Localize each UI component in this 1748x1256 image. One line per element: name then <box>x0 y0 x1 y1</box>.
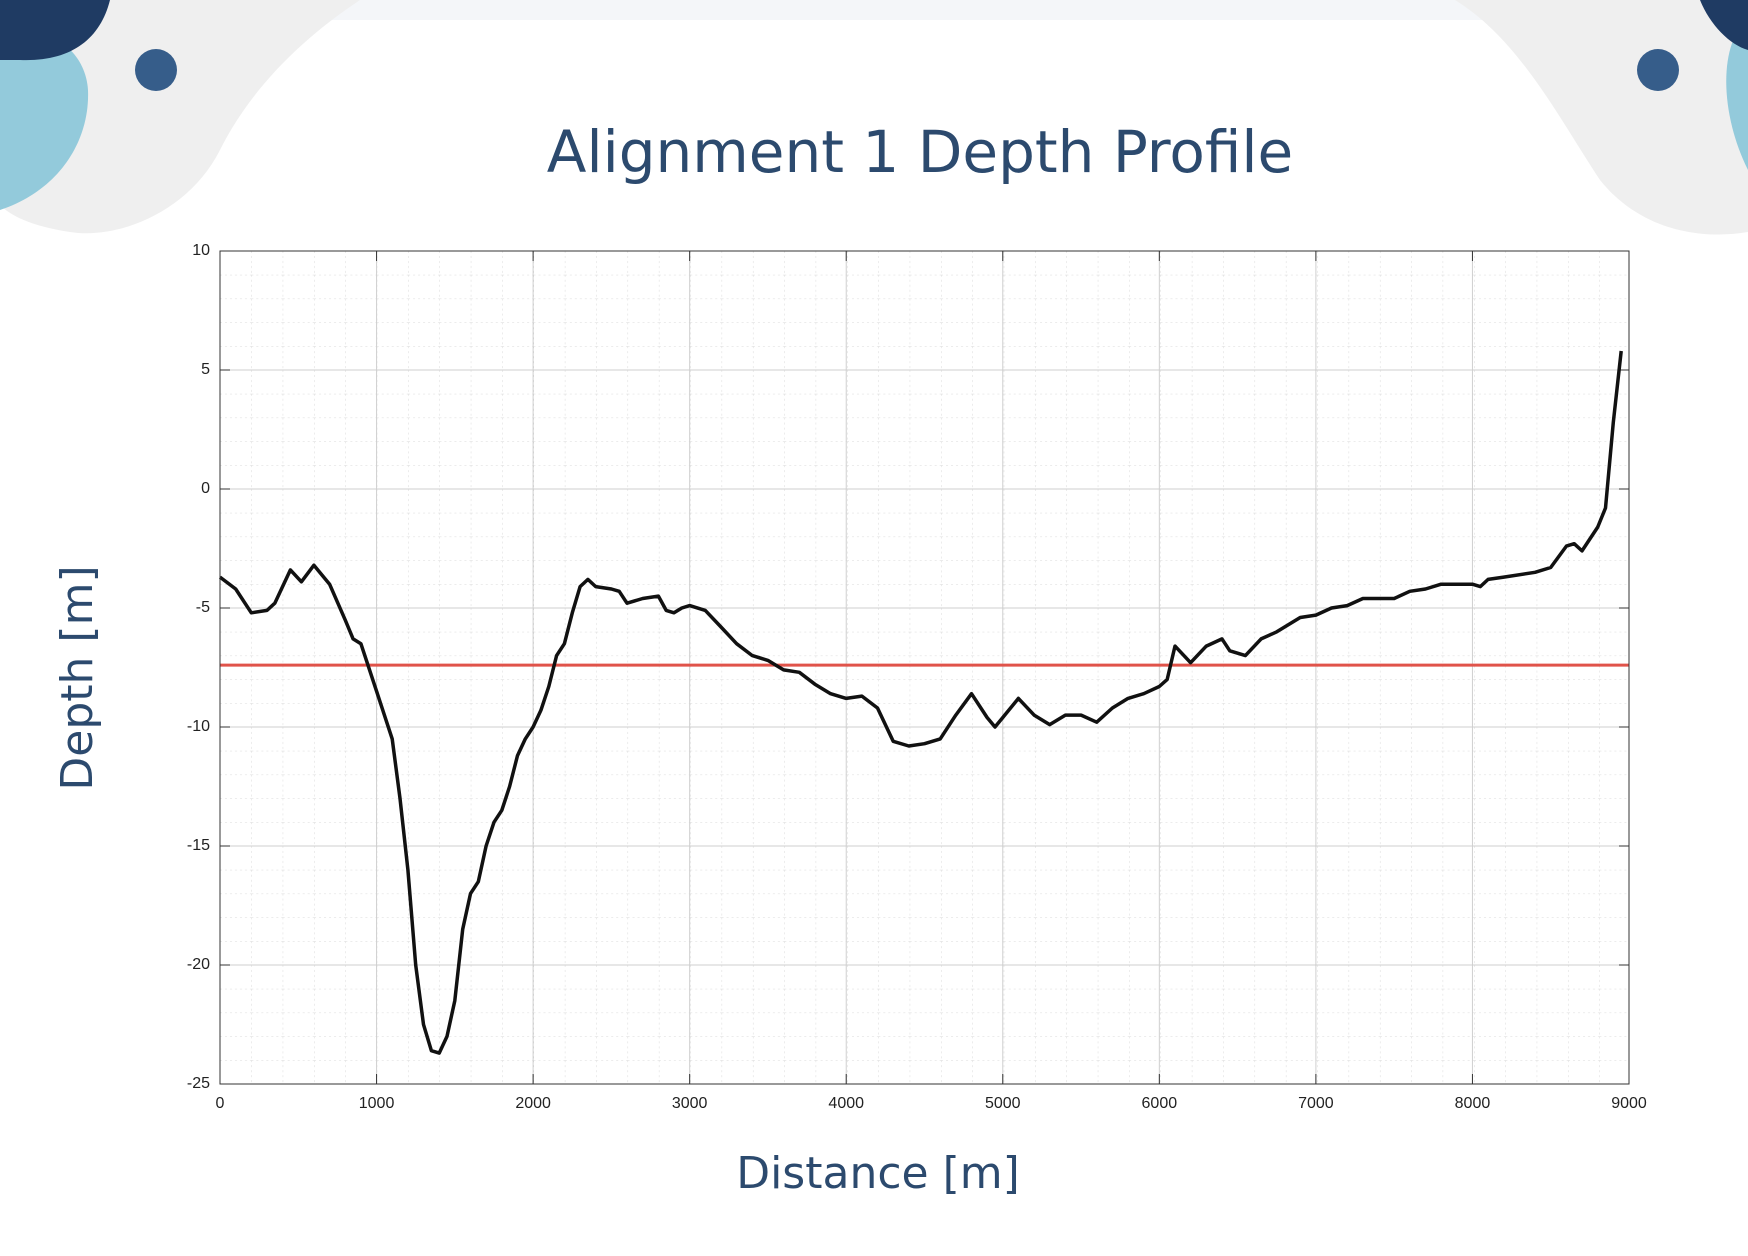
plot-frame <box>219 250 1630 1085</box>
y-tick-label: 0 <box>201 480 210 497</box>
corner-blob <box>1455 0 1748 235</box>
y-tick-label: -25 <box>187 1075 210 1092</box>
top-band <box>300 0 1512 20</box>
y-tick-label: 10 <box>192 242 210 259</box>
x-tick-label: 2000 <box>515 1095 551 1112</box>
corner-blob <box>0 0 360 234</box>
chart-title: Alignment 1 Depth Profile <box>547 118 1293 186</box>
y-axis-label: Depth [m] <box>52 565 103 790</box>
minor-grid <box>220 251 1629 1084</box>
x-tick-label: 8000 <box>1455 1095 1491 1112</box>
x-axis-label: Distance [m] <box>736 1148 1020 1199</box>
x-tick-label: 1000 <box>359 1095 395 1112</box>
dot <box>1637 49 1679 91</box>
x-tick-label: 0 <box>216 1095 225 1112</box>
x-tick-label: 3000 <box>672 1095 708 1112</box>
y-tick-label: -10 <box>187 718 210 735</box>
y-tick-label: 5 <box>201 361 210 378</box>
x-tick-label: 5000 <box>985 1095 1021 1112</box>
corner-blob <box>0 33 89 210</box>
x-tick-label: 7000 <box>1298 1095 1334 1112</box>
y-tick-label: -5 <box>196 599 210 616</box>
x-tick-label: 6000 <box>1142 1095 1178 1112</box>
x-tick-label: 4000 <box>828 1095 864 1112</box>
y-tick-label: -20 <box>187 956 210 973</box>
dot <box>135 49 177 91</box>
y-tick-label: -15 <box>187 837 210 854</box>
depth-line <box>218 350 1623 1055</box>
corner-blob <box>0 0 110 61</box>
x-tick-label: 9000 <box>1611 1095 1647 1112</box>
corner-blob <box>1700 0 1748 50</box>
corner-blob <box>1726 20 1748 170</box>
